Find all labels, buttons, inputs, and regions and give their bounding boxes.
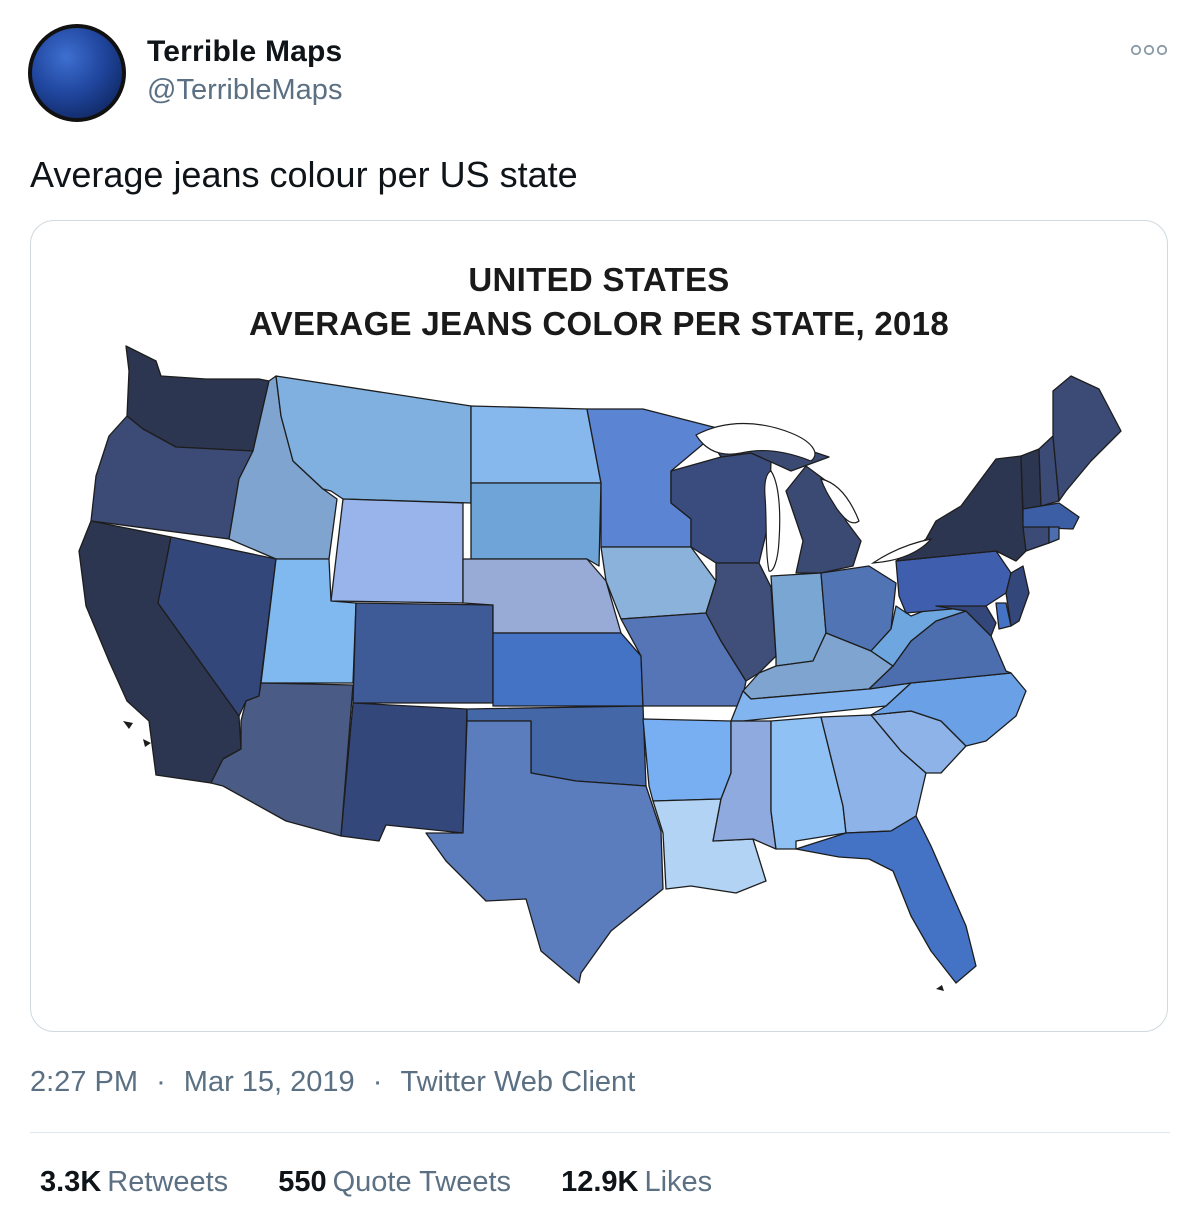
author-name[interactable]: Terrible Maps [147, 35, 343, 68]
author-handle[interactable]: @TerribleMaps [147, 74, 343, 106]
quote-tweets-stat[interactable]: 550 Quote Tweets [278, 1166, 511, 1199]
state-pennsylvania [895, 550, 1012, 614]
tweet-meta: 2:27 PM · Mar 15, 2019 · Twitter Web Cli… [30, 1066, 635, 1099]
state-michigan [785, 465, 862, 574]
state-new-mexico [340, 702, 468, 842]
map-title-line1: UNITED STATES [468, 261, 730, 298]
island-ca-2 [143, 739, 151, 747]
state-maryland [935, 605, 997, 637]
island-ca-1 [123, 721, 133, 729]
state-illinois [705, 562, 777, 682]
state-rhode-island [1048, 526, 1060, 544]
us-map [78, 345, 1122, 991]
lake-michigan [764, 470, 781, 572]
state-vermont [1020, 448, 1042, 510]
likes-stat[interactable]: 12.9K Likes [561, 1166, 712, 1199]
lake-huron [820, 478, 860, 524]
state-south-dakota [470, 482, 602, 567]
state-delaware [995, 602, 1012, 630]
state-arkansas [642, 718, 732, 802]
state-texas [425, 720, 664, 984]
state-massachusetts [1022, 502, 1080, 530]
divider [30, 1132, 1170, 1133]
meta-separator: · [372, 1066, 383, 1098]
tweet-text: Average jeans colour per US state [30, 154, 578, 195]
avatar[interactable] [28, 24, 126, 122]
likes-count: 12.9K [561, 1166, 639, 1198]
state-kansas [492, 632, 644, 707]
retweets-label: Retweets [107, 1166, 229, 1198]
island-fl-keys [936, 985, 944, 991]
state-colorado [352, 602, 494, 704]
tweet-date[interactable]: Mar 15, 2019 [183, 1066, 355, 1098]
lake-superior [695, 422, 816, 462]
likes-label: Likes [644, 1166, 713, 1198]
retweets-count: 3.3K [40, 1166, 102, 1198]
tweet-media-map[interactable]: UNITED STATES AVERAGE JEANS COLOR PER ST… [30, 220, 1168, 1032]
tweet-time[interactable]: 2:27 PM [30, 1066, 138, 1098]
lake-erie [870, 538, 933, 564]
more-options-icon[interactable] [1128, 40, 1172, 60]
map-title-line2: AVERAGE JEANS COLOR PER STATE, 2018 [249, 305, 949, 342]
quote-tweets-label: Quote Tweets [332, 1166, 512, 1198]
quote-tweets-count: 550 [278, 1166, 327, 1198]
state-connecticut [1022, 526, 1050, 552]
retweets-stat[interactable]: 3.3K Retweets [40, 1166, 228, 1199]
state-florida [795, 815, 977, 984]
tweet-stats: 3.3K Retweets 550 Quote Tweets 12.9K Likes [40, 1166, 754, 1199]
state-iowa [600, 546, 717, 620]
state-maine [1052, 375, 1122, 502]
tweet-client[interactable]: Twitter Web Client [400, 1066, 636, 1098]
meta-separator: · [156, 1066, 166, 1098]
state-wyoming [330, 498, 464, 604]
state-north-dakota [470, 405, 602, 484]
